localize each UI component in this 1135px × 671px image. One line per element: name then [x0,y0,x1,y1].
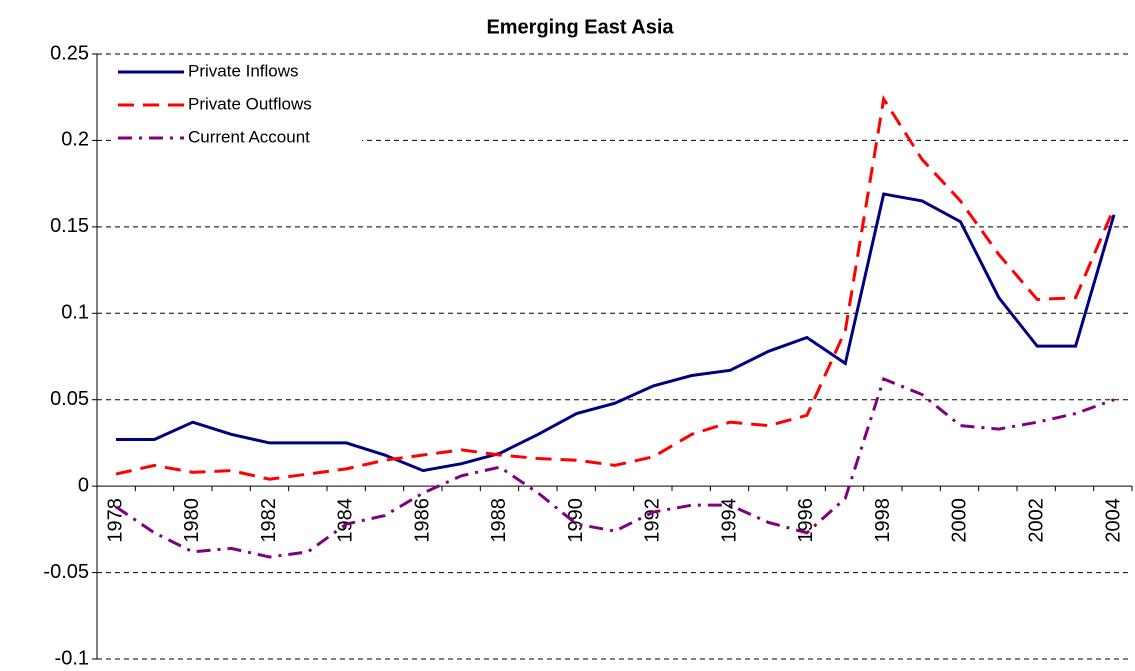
x-tick-label: 1982 [258,498,280,542]
chart-title: Emerging East Asia [486,16,674,38]
y-tick-label: 0.2 [61,129,89,151]
y-tick-label: 0 [78,474,89,496]
x-tick-label: 1998 [872,498,894,542]
x-tick-label: 1992 [642,498,664,542]
x-tick-label: 2000 [949,498,971,542]
x-tick-label: 1990 [565,498,587,542]
x-tick-label: 2004 [1102,498,1124,542]
x-tick-label: 1978 [104,498,126,542]
x-tick-label: 1980 [181,498,203,542]
x-tick-label: 1994 [718,498,740,542]
series-line [115,94,1116,481]
x-tick-label: 2002 [1026,498,1048,542]
x-tick-label: 1986 [411,498,433,542]
x-tick-label: 1996 [795,498,817,542]
y-tick-label: 0.1 [61,302,89,324]
y-tick-label: -0.05 [43,561,89,583]
y-tick-label: -0.1 [55,647,89,669]
y-tick-label: 0.05 [50,388,89,410]
y-tick-label: 0.25 [50,42,89,64]
x-tick-label: 1988 [488,498,510,543]
legend-label: Current Account [188,127,310,146]
x-tick-label: 1984 [335,498,357,542]
legend-label: Private Outflows [188,94,312,113]
legend-label: Private Inflows [188,61,299,80]
series-line [116,192,1116,473]
y-tick-label: 0.15 [50,215,89,237]
